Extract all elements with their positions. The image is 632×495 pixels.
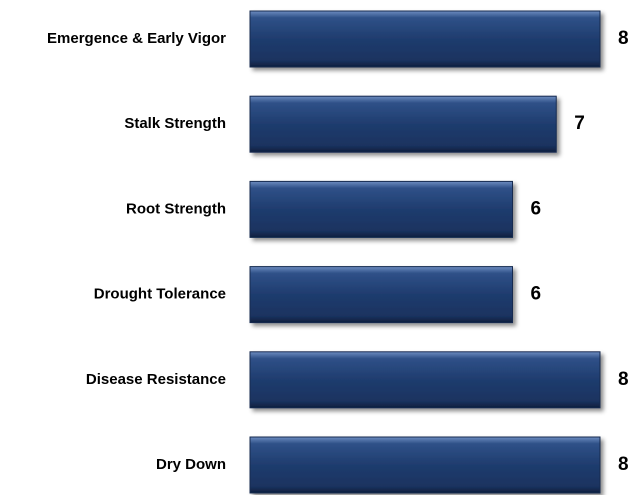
category-label: Stalk Strength [124,115,226,132]
bar [249,180,513,238]
bar [249,351,601,409]
value-label: 7 [574,113,585,134]
value-label: 6 [531,284,542,305]
category-label: Disease Resistance [86,371,226,388]
bar [249,10,601,68]
value-label: 8 [618,28,629,49]
value-label: 8 [618,369,629,390]
category-label: Emergence & Early Vigor [47,30,226,47]
value-label: 6 [531,198,542,219]
category-label: Drought Tolerance [94,286,226,303]
category-label: Root Strength [126,200,226,217]
bar [249,436,601,494]
category-label: Dry Down [156,456,226,473]
bar [249,95,557,153]
value-label: 8 [618,454,629,475]
bar [249,266,513,324]
